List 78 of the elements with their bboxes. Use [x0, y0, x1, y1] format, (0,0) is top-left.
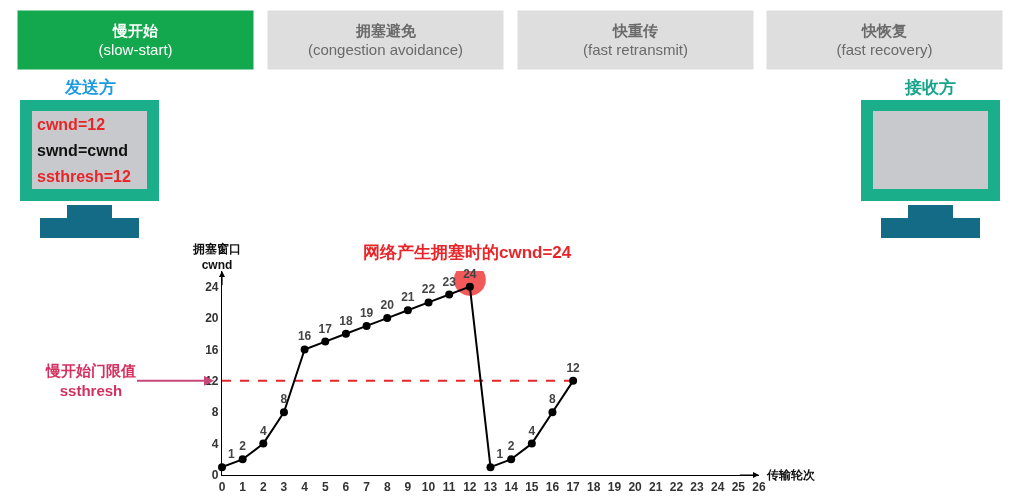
point: [238, 455, 247, 464]
text: 拥塞避免 (congestion avoidance): [307, 21, 464, 59]
text: 快恢复 (fast recovery): [836, 21, 933, 59]
point: [507, 455, 516, 464]
data-label: 4: [259, 423, 267, 438]
data-label: 22: [421, 282, 436, 297]
x-tick-label: 3: [280, 479, 288, 494]
point: [259, 439, 268, 448]
x-tick-label: 22: [669, 479, 684, 494]
data-label: 1: [496, 447, 504, 462]
x-tick-label: 5: [321, 479, 329, 494]
point: [279, 408, 288, 417]
point: [341, 329, 350, 338]
text: ssthresh=12: [37, 168, 131, 185]
x-tick-label: 21: [649, 479, 663, 494]
x-tick-label: 13: [483, 479, 498, 494]
data-label: 12: [566, 360, 581, 375]
point: [321, 337, 330, 346]
text: 发送方: [64, 78, 116, 97]
x-tick-label: 12: [463, 479, 477, 494]
data-label: 21: [401, 290, 415, 305]
x-tick-label: 19: [607, 479, 622, 494]
data-label: 1: [228, 447, 235, 462]
data-label: 2: [239, 439, 247, 454]
x-tick-label: 26: [752, 479, 766, 494]
y-tick-label: 24: [205, 279, 219, 294]
data-label: 20: [380, 298, 395, 313]
x-tick-label: 8: [383, 479, 391, 494]
text: 快重传 (fast retransmit): [582, 21, 689, 59]
data-label: 17: [318, 321, 333, 336]
ref-line-label: 慢开始门限值 ssthresh: [45, 362, 136, 399]
data-label: 8: [549, 392, 557, 407]
y-tick-label: 16: [205, 342, 219, 357]
point: [300, 345, 309, 354]
x-tick-label: 10: [421, 479, 436, 494]
point: [569, 376, 578, 385]
x-tick-label: 25: [731, 479, 746, 494]
text: 接收方: [904, 78, 956, 97]
data-label: 8: [280, 392, 288, 407]
y-axis-title: 拥塞窗口 cwnd: [192, 242, 241, 272]
data-label: 19: [359, 305, 374, 320]
x-tick-label: 15: [525, 479, 539, 494]
x-tick-label: 7: [363, 479, 371, 494]
point: [445, 290, 454, 299]
x-tick-label: 14: [504, 479, 519, 494]
y-tick-label: 0: [211, 468, 219, 483]
x-tick-label: 1: [239, 479, 247, 494]
data-label: 16: [297, 329, 312, 344]
text: cwnd=12: [37, 116, 106, 133]
point: [527, 439, 536, 448]
x-tick-label: 6: [342, 479, 350, 494]
point: [383, 314, 392, 323]
x-tick-label: 9: [404, 479, 412, 494]
x-tick-label: 20: [628, 479, 643, 494]
text: 慢开始 (slow-start): [98, 21, 173, 59]
x-tick-label: 4: [301, 479, 309, 494]
x-tick-label: 24: [711, 479, 725, 494]
y-tick-label: 8: [211, 405, 219, 420]
x-tick-label: 23: [690, 479, 705, 494]
text: swnd=cwnd: [37, 142, 129, 159]
x-tick-label: 2: [259, 479, 267, 494]
data-label: 4: [528, 423, 536, 438]
y-tick-label: 4: [211, 436, 219, 451]
x-tick-label: 18: [587, 479, 601, 494]
x-tick-label: 16: [545, 479, 560, 494]
x-axis-title: 传输轮次: [766, 468, 816, 482]
annotation: 网络产生拥塞时的cwnd=24: [363, 243, 572, 262]
point: [548, 408, 557, 417]
point: [403, 306, 412, 315]
point: [486, 463, 495, 472]
data-label: 24: [463, 266, 477, 281]
data-label: 18: [339, 313, 353, 328]
y-tick-label: 20: [205, 311, 219, 326]
x-tick-label: 17: [566, 479, 581, 494]
data-label: 2: [507, 439, 515, 454]
point: [362, 321, 371, 330]
x-tick-label: 11: [442, 479, 456, 494]
point: [424, 298, 433, 307]
